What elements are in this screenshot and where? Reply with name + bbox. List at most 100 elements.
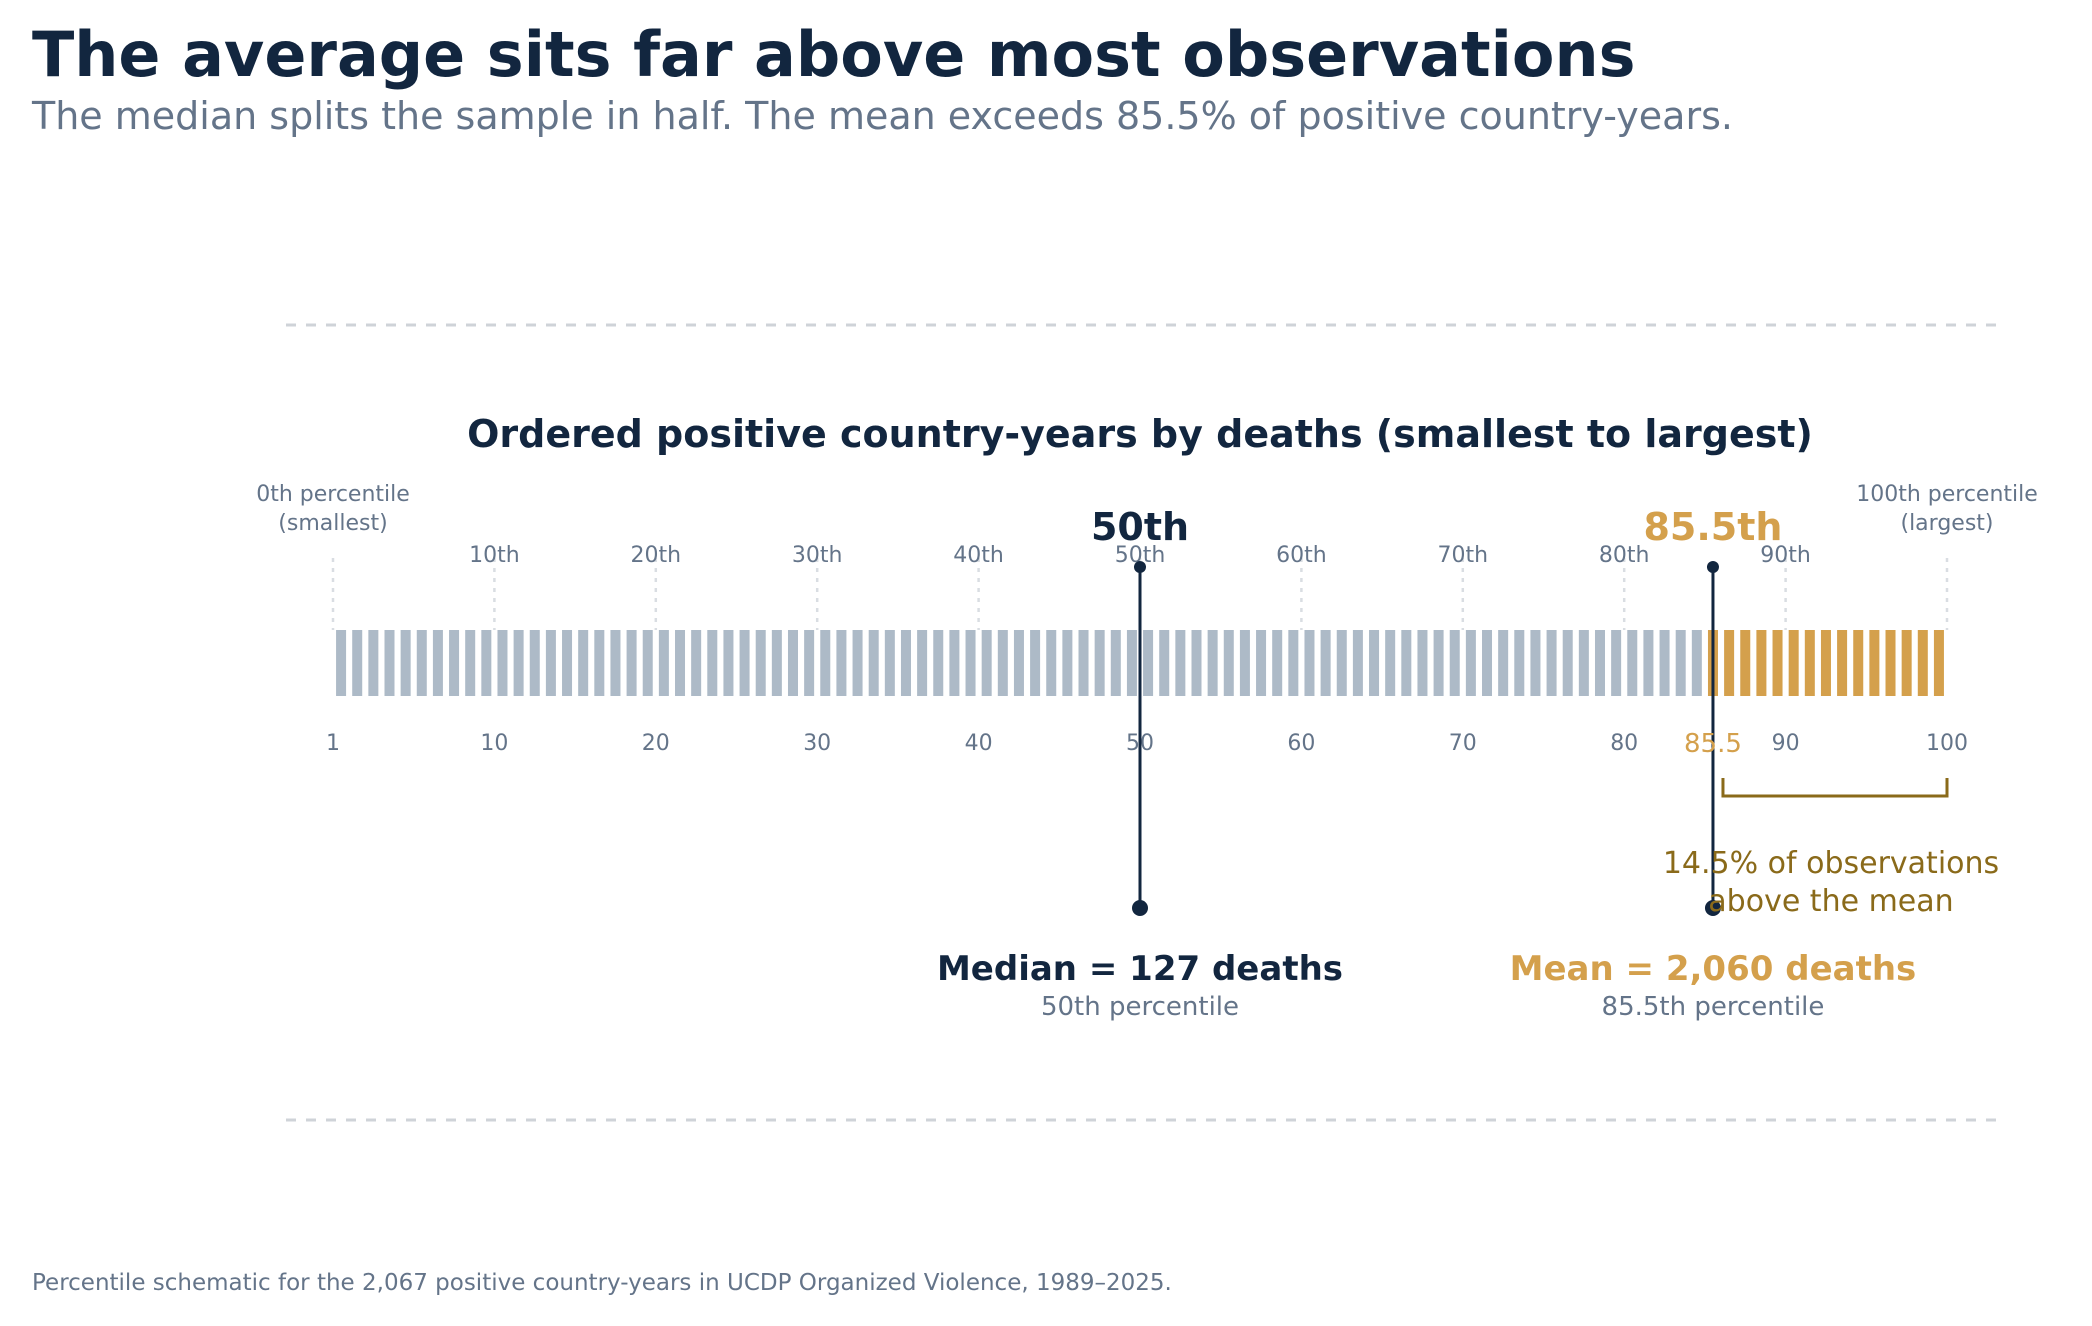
bar-below-mean	[1078, 630, 1089, 696]
bar-below-mean	[997, 630, 1008, 696]
bar-below-mean	[1385, 630, 1396, 696]
top-tick-label: 60th	[1276, 543, 1327, 568]
bar-below-mean	[1126, 630, 1137, 696]
bar-below-mean	[804, 630, 815, 696]
bar-below-mean	[1482, 630, 1493, 696]
bar-below-mean	[1272, 630, 1283, 696]
end-label-left-line1: 0th percentile	[256, 482, 410, 507]
bar-below-mean	[529, 630, 540, 696]
bar-below-mean	[336, 630, 347, 696]
top-tick-label: 70th	[1438, 543, 1489, 568]
bottom-tick-labels: 1 10 20 30 40 50 60 70 80 90 100	[326, 731, 1968, 756]
bar-below-mean	[1239, 630, 1250, 696]
median-dot-bottom	[1132, 900, 1148, 916]
chart-title: Ordered positive country-years by deaths…	[467, 412, 1813, 456]
above-mean-bracket	[1721, 778, 1949, 798]
end-label-left-line2: (smallest)	[278, 511, 387, 536]
bar-below-mean	[1449, 630, 1460, 696]
bar-below-mean	[933, 630, 944, 696]
bar-below-mean	[1094, 630, 1105, 696]
mean-dot-top	[1706, 561, 1719, 573]
bar-below-mean	[820, 630, 831, 696]
end-label-right-line2: (largest)	[1900, 511, 1993, 536]
bar-below-mean	[868, 630, 879, 696]
top-tick-labels: 10th 20th 30th 40th 50th 60th 70th 80th 90th	[469, 543, 1811, 568]
bar-below-mean	[1546, 630, 1557, 696]
bar-below-mean	[1401, 630, 1412, 696]
bar-below-mean	[1304, 630, 1315, 696]
bottom-tick-label: 80	[1610, 731, 1638, 756]
bar-below-mean	[1143, 630, 1154, 696]
bar-below-mean	[739, 630, 750, 696]
bottom-tick-label: 1	[326, 731, 340, 756]
page-subtitle: The median splits the sample in half. Th…	[32, 94, 1733, 138]
bar-below-mean	[1675, 630, 1686, 696]
bottom-tick-label: 30	[803, 731, 831, 756]
bar-above-mean	[1756, 630, 1767, 696]
median-top-label: 50th	[1091, 505, 1189, 549]
bar-below-mean	[626, 630, 637, 696]
bar-below-mean	[1288, 630, 1299, 696]
bar-below-mean	[465, 630, 476, 696]
bar-below-mean	[771, 630, 782, 696]
bottom-tick-label: 90	[1772, 731, 1800, 756]
bar-above-mean	[1837, 630, 1848, 696]
bar-below-mean	[1013, 630, 1024, 696]
bar-below-mean	[658, 630, 669, 696]
bar-below-mean	[707, 630, 718, 696]
bar-below-mean	[1046, 630, 1057, 696]
bar-above-mean	[1885, 630, 1896, 696]
end-label-left: 0th percentile (smallest)	[256, 482, 410, 536]
bar-above-mean	[1917, 630, 1928, 696]
bar-below-mean	[642, 630, 653, 696]
bar-below-mean	[852, 630, 863, 696]
median-dot-top	[1134, 561, 1146, 573]
bar-below-mean	[949, 630, 960, 696]
bar-above-mean	[1772, 630, 1783, 696]
bar-above-mean	[1788, 630, 1799, 696]
bar-below-mean	[1594, 630, 1605, 696]
mean-dot-bottom	[1704, 900, 1721, 916]
bar-below-mean	[368, 630, 379, 696]
bar-above-mean	[1740, 630, 1751, 696]
mean-marker: 85.5th 85.5 Mean = 2,060 deaths 85.5th p…	[1510, 505, 1917, 1022]
footnote: Percentile schematic for the 2,067 posit…	[32, 1270, 1172, 1296]
bar-below-mean	[416, 630, 427, 696]
bar-above-mean	[1869, 630, 1880, 696]
bar-below-mean	[787, 630, 798, 696]
bottom-tick-label: 20	[642, 731, 670, 756]
bar-below-mean	[1465, 630, 1476, 696]
bar-below-mean	[675, 630, 686, 696]
bar-below-mean	[1191, 630, 1202, 696]
bar-below-mean	[384, 630, 395, 696]
bar-below-mean	[594, 630, 605, 696]
bar-below-mean	[900, 630, 911, 696]
bar-below-mean	[1433, 630, 1444, 696]
bar-above-mean	[1901, 630, 1912, 696]
bar-below-mean	[1417, 630, 1428, 696]
mean-top-label: 85.5th	[1643, 505, 1782, 549]
bar-below-mean	[1562, 630, 1573, 696]
bar-below-mean	[1256, 630, 1267, 696]
bar-below-mean	[578, 630, 589, 696]
bar-below-mean	[1643, 630, 1654, 696]
above-mean-bracket-group: 14.5% of observations above the mean	[1663, 778, 1999, 919]
end-label-right-line1: 100th percentile	[1856, 482, 2038, 507]
bar-below-mean	[1110, 630, 1121, 696]
bottom-tick-label: 40	[965, 731, 993, 756]
bar-below-mean	[1578, 630, 1589, 696]
bar-below-mean	[1175, 630, 1186, 696]
bar-below-mean	[1159, 630, 1170, 696]
bar-below-mean	[400, 630, 411, 696]
bar-below-mean	[1691, 630, 1702, 696]
top-tick-label: 30th	[792, 543, 843, 568]
bar-below-mean	[545, 630, 556, 696]
bar-below-mean	[1320, 630, 1331, 696]
above-mean-annotation-line2: above the mean	[1708, 884, 1953, 919]
median-value-label: Median = 127 deaths	[937, 949, 1343, 989]
median-marker: 50th Median = 127 deaths 50th percentile	[937, 505, 1343, 1022]
bottom-tick-label: 100	[1926, 731, 1968, 756]
bar-below-mean	[497, 630, 508, 696]
bar-below-mean	[1530, 630, 1541, 696]
